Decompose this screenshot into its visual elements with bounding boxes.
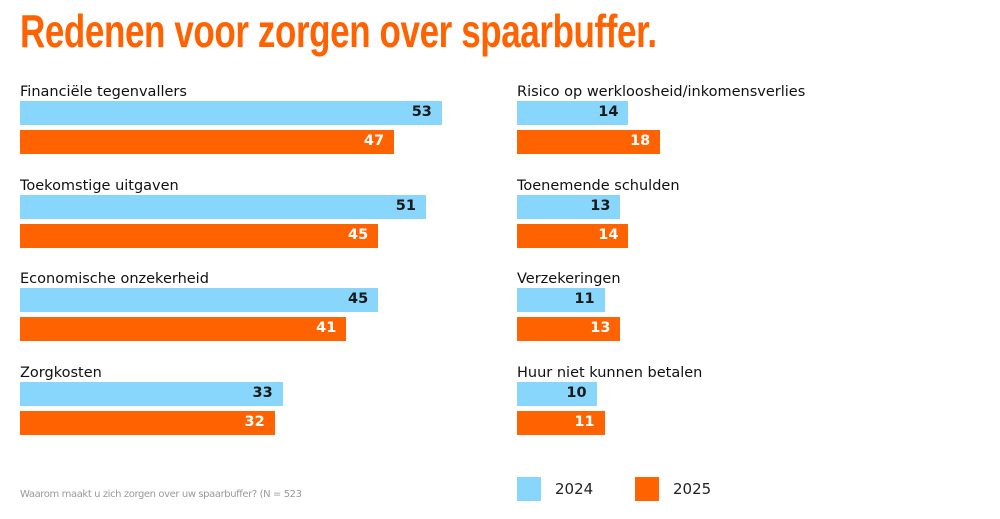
data-label: 11: [574, 413, 595, 430]
data-label: 51: [395, 197, 416, 214]
bar-2025: 18: [517, 130, 661, 154]
bar-2024: 45: [20, 288, 379, 312]
data-label: 18: [630, 133, 651, 149]
data-label: 33: [252, 384, 273, 401]
legend-label: 2024: [555, 480, 594, 498]
bar-2024: 10: [517, 381, 597, 406]
data-label: 10: [566, 384, 587, 401]
bar-2024: 33: [20, 381, 283, 406]
data-label: 47: [363, 133, 385, 149]
chart-title: Redenen voor zorgen over spaarbuffer.: [20, 5, 657, 57]
bar-2025: 41: [20, 317, 347, 341]
legend-swatch-2024: [517, 477, 541, 501]
survey-note: Waarom maakt u zich zorgen over uw spaar…: [20, 489, 302, 500]
category-label: Economische onzekerheid: [20, 271, 209, 287]
legend-item-2025: 2025: [635, 477, 711, 501]
bar-2025: 47: [20, 130, 395, 154]
data-label: 14: [598, 226, 619, 243]
data-label: 13: [590, 320, 611, 336]
bar-2024: 14: [517, 101, 629, 125]
data-label: 45: [348, 226, 369, 243]
bar-2025: 13: [517, 317, 621, 341]
category-label: Verzekeringen: [517, 271, 621, 287]
bar-2025: 32: [20, 410, 275, 435]
data-label: 32: [244, 413, 265, 430]
data-label: 53: [411, 104, 432, 120]
category-label: Zorgkosten: [20, 364, 102, 381]
bar-2024: 11: [517, 288, 605, 312]
category-label: Toekomstige uitgaven: [20, 177, 179, 194]
legend-swatch-2025: [635, 477, 659, 501]
category-label: Risico op werkloosheid/inkomensverlies: [517, 84, 806, 100]
legend-label: 2025: [673, 480, 712, 498]
data-label: 45: [348, 291, 369, 307]
category-label: Toenemende schulden: [517, 177, 680, 194]
data-label: 13: [590, 197, 611, 214]
bar-2024: 51: [20, 194, 426, 219]
data-label: 11: [574, 291, 595, 307]
bar-2024: 13: [517, 194, 621, 219]
category-label: Financiële tegenvallers: [20, 84, 187, 100]
data-label: 14: [598, 104, 619, 120]
category-label: Huur niet kunnen betalen: [517, 364, 703, 381]
legend-item-2024: 2024: [517, 477, 593, 501]
bar-2025: 14: [517, 223, 629, 248]
bar-2024: 53: [20, 101, 442, 125]
data-label: 41: [316, 320, 337, 336]
bar-2025: 11: [517, 410, 605, 435]
bar-2025: 45: [20, 223, 379, 248]
